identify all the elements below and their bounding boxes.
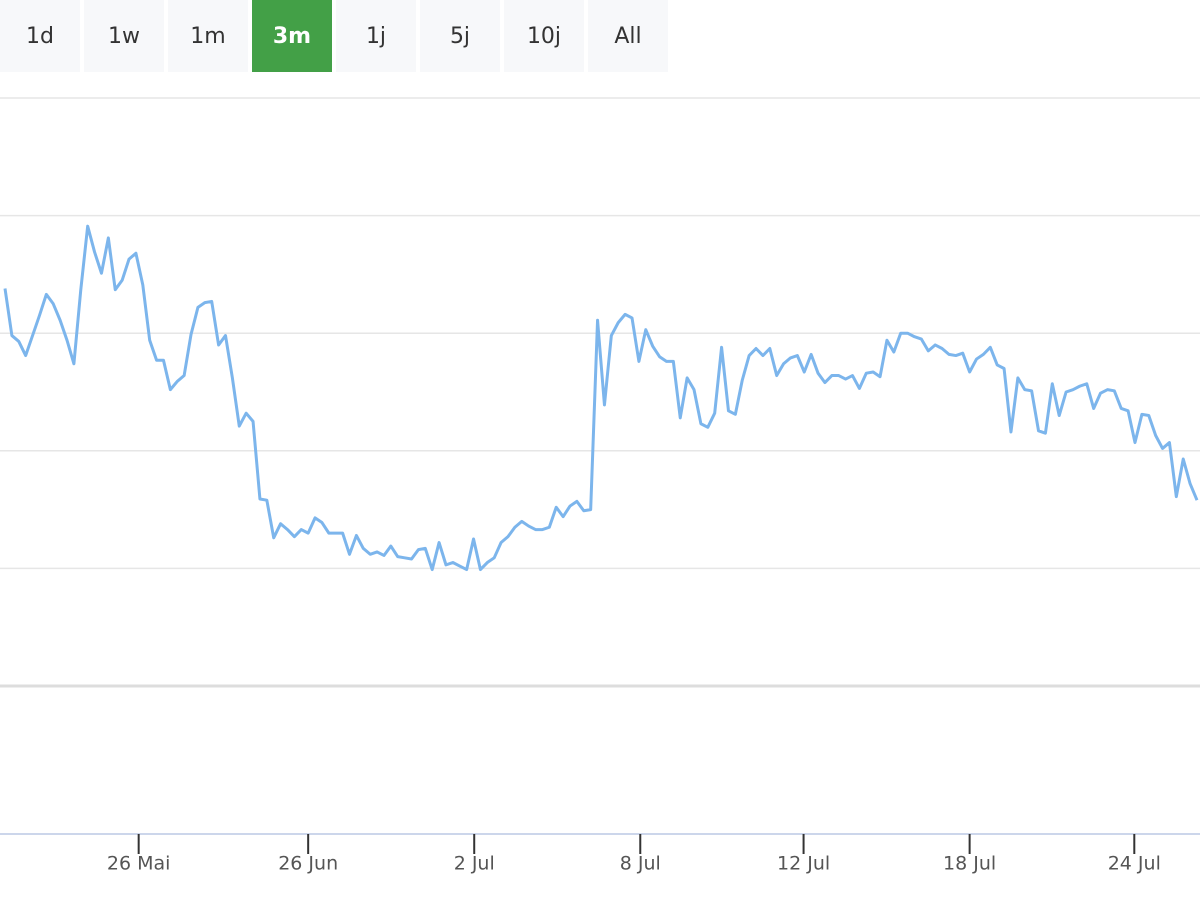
x-tick-label: 26 Jun xyxy=(278,853,338,875)
range-button[interactable]: 3m xyxy=(252,0,332,72)
x-tick-label: 26 Mai xyxy=(107,853,171,875)
range-button[interactable]: 5j xyxy=(420,0,500,72)
x-tick-label: 18 Jul xyxy=(943,853,996,875)
range-button[interactable]: 1w xyxy=(84,0,164,72)
range-button[interactable]: 10j xyxy=(504,0,584,72)
range-selector: 1d 1w 1m 3m 1j 5j 10j All xyxy=(0,0,668,72)
x-tick-label: 2 Jul xyxy=(454,853,495,875)
range-button[interactable]: 1d xyxy=(0,0,80,72)
x-tick-label: 8 Jul xyxy=(620,853,661,875)
range-button[interactable]: 1m xyxy=(168,0,248,72)
price-line xyxy=(3,224,1199,572)
x-tick-label: 24 Jul xyxy=(1108,853,1161,875)
range-button[interactable]: 1j xyxy=(336,0,416,72)
range-button[interactable]: All xyxy=(588,0,668,72)
x-tick-label: 12 Jul xyxy=(777,853,830,875)
